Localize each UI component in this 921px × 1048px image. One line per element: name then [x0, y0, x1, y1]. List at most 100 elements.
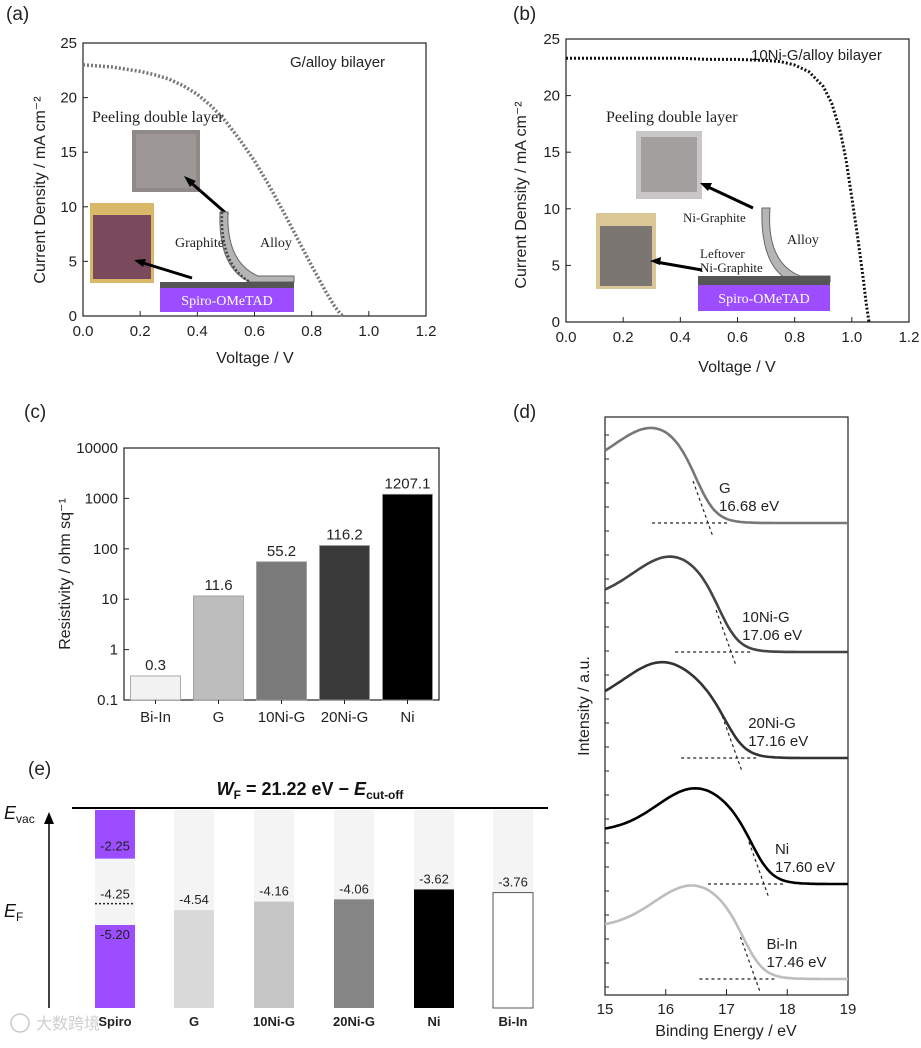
level-category-label: Spiro [98, 1014, 131, 1029]
bar-ni [382, 493, 433, 701]
panel-b-arrowhead-2 [650, 257, 661, 265]
cutoff-value-label: 17.60 eV [775, 859, 835, 876]
cutoff-value-label: 17.16 eV [748, 733, 808, 750]
ups-curve-ni [604, 786, 848, 886]
level-bar-bi-in [492, 892, 534, 1009]
level-bar-g [174, 910, 214, 1008]
panel-a-x-axis-label: Voltage / V [216, 350, 294, 367]
y-tick-label: 15 [60, 144, 77, 161]
panel-b-leftover-ni-graphite-label: Ni-Graphite [700, 260, 763, 275]
y-tick-label: 10 [101, 591, 118, 608]
panel-a-spiro-layer [160, 288, 294, 312]
equation-w-sub: F [234, 788, 241, 802]
y-tick-label: 0 [552, 314, 560, 331]
edge-fit-line [739, 936, 762, 994]
panel-b-label: (b) [513, 4, 536, 25]
panel-b-inset: Peeling double layer Ni-Graphite Leftove… [596, 109, 831, 311]
edge-fit-line [715, 609, 737, 667]
level-category-label: G [189, 1014, 199, 1029]
panel-a-y-ticks: 0 5 10 15 20 25 [60, 35, 88, 325]
edge-fit-line [748, 841, 770, 899]
bar-value-label: 55.2 [267, 543, 296, 560]
panel-b-arrowhead-1 [700, 183, 712, 191]
y-tick-label: 15 [543, 144, 560, 161]
x-tick-label: 0.4 [187, 323, 208, 340]
y-tick-label: 1 [110, 642, 118, 659]
level-category-label: 20Ni-G [333, 1014, 375, 1029]
y-tick-label: 0.1 [97, 692, 118, 709]
level-value-label: -4.54 [179, 892, 209, 907]
x-tick-label: 0.4 [670, 329, 691, 346]
evac-sub: vac [16, 812, 35, 826]
panel-e-evac-label: Evac [4, 803, 35, 826]
y-tick-label: 5 [552, 257, 560, 274]
evac-e: E [4, 803, 17, 823]
panel-e-ef-label: EF [4, 901, 23, 924]
spiro-lumo-label: -2.25 [100, 839, 130, 854]
x-tick-label: 0.8 [301, 323, 322, 340]
x-tick-label: 1.0 [841, 329, 862, 346]
x-tick-label: 19 [840, 1001, 857, 1018]
x-tick-label: 1.0 [358, 323, 379, 340]
y-tick-label: 25 [543, 31, 560, 48]
x-tick-label: 0.2 [613, 329, 634, 346]
panel-b-y-ticks: 0 5 10 15 20 25 [543, 31, 571, 331]
x-tick-label: 1.2 [416, 323, 437, 340]
panel-c-label: (c) [24, 402, 46, 423]
panel-b-leftover-label: Leftover [700, 246, 745, 261]
panel-e-energy-arrow [44, 812, 54, 824]
equation-mid: = 21.22 eV − [241, 779, 354, 799]
level-bar-ni [414, 889, 454, 1008]
series-name-label: 10Ni-G [742, 609, 790, 626]
panel-b-arrow-2 [655, 260, 703, 272]
series-name-label: Bi-In [766, 936, 797, 953]
category-label: Bi-In [140, 709, 171, 726]
panel-a-device-photo-inner [93, 215, 151, 279]
y-tick-label: 10000 [76, 440, 118, 457]
level-category-label: Ni [428, 1014, 441, 1029]
panel-b-annotation: 10Ni-G/alloy bilayer [751, 47, 882, 64]
bar-20ni-g [319, 545, 370, 701]
panel-a-spiro-label: Spiro-OMeTAD [181, 294, 272, 309]
panel-b: (b) 0.0 0.2 0.4 0.6 0.8 1.0 1.2 0 5 10 15 20 25 Vol… [513, 4, 919, 376]
series-name-label: 20Ni-G [748, 715, 796, 732]
bar-10ni-g [256, 561, 307, 701]
x-tick-label: 15 [597, 1001, 614, 1018]
panel-a-y-axis-label: Current Density / mA cm⁻² [32, 96, 49, 284]
level-bar-20ni-g [334, 899, 374, 1008]
y-tick-label: 0 [69, 308, 77, 325]
x-tick-label: 17 [718, 1001, 735, 1018]
panel-d-x-axis-label: Binding Energy / eV [655, 1023, 797, 1040]
panel-d-label: (d) [513, 402, 536, 423]
y-tick-label: 20 [60, 90, 77, 107]
watermark-text: 大数跨境 [36, 1014, 100, 1033]
panel-b-peeled-photo-inner [641, 137, 697, 192]
level-value-label: -3.76 [498, 875, 528, 890]
panel-c-y-axis-label: Resistivity / ohm sq⁻¹ [57, 498, 74, 650]
panel-b-y-axis-label: Current Density / mA cm⁻² [513, 101, 530, 289]
cutoff-value-label: 17.46 eV [766, 954, 826, 971]
panel-e-label: (e) [28, 759, 51, 780]
panel-b-alloy-label: Alloy [787, 233, 819, 248]
y-tick-label: 1000 [85, 490, 118, 507]
spiro-lumo-bar [95, 810, 135, 859]
panel-b-ni-graphite-label: Ni-Graphite [683, 210, 746, 225]
series-name-label: Ni [775, 841, 789, 858]
panel-b-x-ticks: 0.0 0.2 0.4 0.6 0.8 1.0 1.2 [556, 317, 919, 346]
panel-e: (e) WF = 21.22 eV − Ecut-off Evac EF -2.… [4, 759, 548, 1029]
x-tick-label: 16 [657, 1001, 674, 1018]
y-tick-label: 20 [543, 88, 560, 105]
panel-a-arrow-1 [187, 178, 229, 217]
panel-a-arrowhead-2 [134, 259, 146, 267]
panel-a-arrowhead-1 [184, 176, 196, 187]
panel-a-alloy-label: Alloy [260, 236, 292, 251]
x-tick-label: 0.0 [73, 323, 94, 340]
category-label: G [213, 709, 225, 726]
panel-a-graphite-layer [220, 211, 251, 284]
panel-d-x-ticks: 15 16 17 18 19 [597, 989, 857, 1018]
panel-b-device-photo-inner [600, 226, 652, 286]
ef-sub: F [16, 910, 23, 924]
level-value-label: -4.06 [339, 881, 369, 896]
level-category-label: 10Ni-G [253, 1014, 295, 1029]
